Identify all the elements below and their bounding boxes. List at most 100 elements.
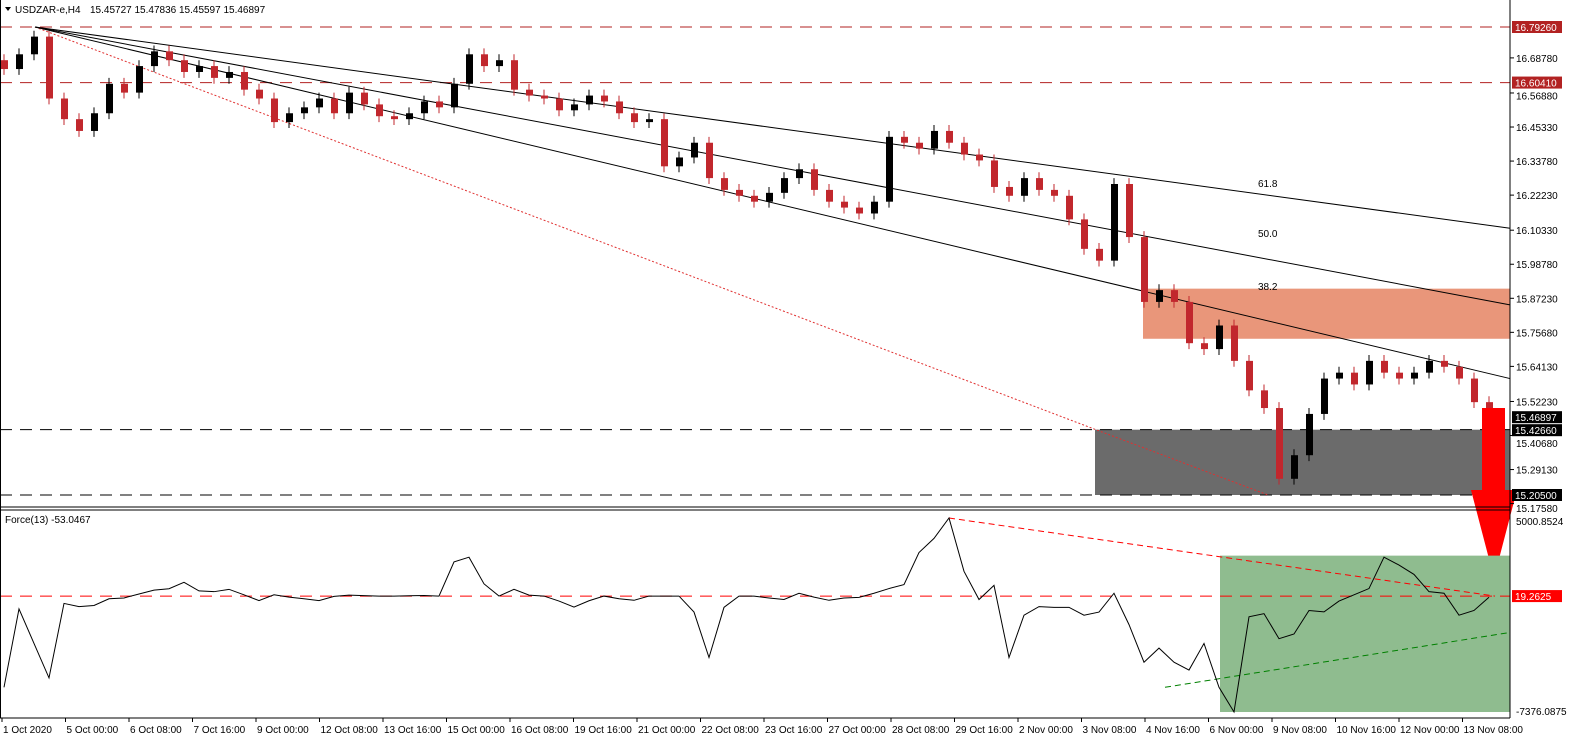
candle [991, 154, 998, 193]
candle [766, 186, 773, 208]
candle-body [1141, 237, 1148, 302]
candle [1096, 242, 1103, 267]
force-panel [0, 516, 1511, 714]
price-tick-label: 16.10330 [1516, 226, 1558, 237]
candle [1441, 354, 1448, 373]
price-tick-label: 16.68780 [1516, 54, 1558, 65]
candle [601, 89, 608, 108]
time-tick-label: 7 Oct 16:00 [194, 725, 246, 736]
candle [1216, 319, 1223, 355]
resistance-zone [1143, 288, 1510, 339]
candle-body [586, 95, 593, 105]
candle [571, 98, 578, 117]
candle [106, 77, 113, 120]
fib-fan-label: 38.2 [1258, 282, 1278, 293]
support-zone [1095, 429, 1510, 495]
fib-fan-line [34, 26, 1511, 380]
dotted-trendline [34, 26, 1269, 496]
candle-body [841, 201, 848, 208]
level-price-label: 15.42660 [1515, 426, 1557, 437]
candle-body [1321, 378, 1328, 414]
candle [616, 95, 623, 120]
candle-body [286, 113, 293, 123]
force-line [3, 516, 1490, 714]
candle-body [601, 95, 608, 102]
candle [91, 107, 98, 137]
time-tick-label: 13 Oct 16:00 [384, 725, 442, 736]
candle-body [496, 60, 503, 67]
force-min-label: -7376.0875 [1516, 707, 1567, 718]
candle-body [556, 98, 563, 111]
candle [331, 92, 338, 120]
candle [226, 66, 233, 84]
price-tick-label: 16.56880 [1516, 92, 1558, 103]
candle-body [361, 92, 368, 105]
candle-body [631, 113, 638, 123]
price-tick-label: 15.87230 [1516, 294, 1558, 305]
candle-body [1441, 360, 1448, 367]
level-price-label-bg [1512, 489, 1562, 501]
axes: 16.79260 16.68780 16.60410 16.56880 16.45330… [0, 0, 1567, 736]
candle [1411, 366, 1418, 385]
candle-body [106, 83, 113, 114]
time-tick-label: 27 Oct 00:00 [829, 725, 887, 736]
candle [61, 92, 68, 126]
candle [886, 130, 893, 208]
candle [1021, 172, 1028, 202]
candle [1, 54, 8, 75]
price-tick-label: 16.45330 [1516, 123, 1558, 134]
time-tick-label: 5 Oct 00:00 [67, 725, 119, 736]
candle-body [871, 201, 878, 214]
candle-body [1456, 366, 1463, 379]
candle [751, 189, 758, 208]
candle-body [1471, 378, 1478, 403]
candle-body [811, 169, 818, 190]
candle [166, 45, 173, 67]
candle [211, 60, 218, 84]
candle-body [481, 54, 488, 67]
time-tick-label: 19 Oct 16:00 [575, 725, 633, 736]
candle-body [526, 89, 533, 96]
candle [586, 89, 593, 111]
collapse-triangle-icon[interactable] [5, 7, 11, 11]
candle-body [1261, 390, 1268, 409]
candle [16, 48, 23, 75]
candle-body [1081, 219, 1088, 249]
candle-body [796, 169, 803, 179]
fib-fan-label: 61.8 [1258, 179, 1278, 190]
candle [1456, 360, 1463, 385]
candle [421, 95, 428, 120]
candle [481, 48, 488, 72]
candle-body [661, 119, 668, 167]
price-tick-label: 15.29130 [1516, 466, 1558, 477]
candle [736, 184, 743, 202]
candle [811, 163, 818, 196]
price-tick-label: 15.40680 [1516, 439, 1558, 450]
candle-body [886, 136, 893, 202]
candle [1366, 354, 1373, 391]
candle-body [1336, 372, 1343, 379]
candle [1186, 296, 1193, 350]
candle [706, 136, 713, 185]
candle-body [376, 104, 383, 117]
candle-body [1096, 248, 1103, 261]
force-uptrend-line [1164, 631, 1511, 688]
candle [931, 125, 938, 155]
time-tick-label: 29 Oct 16:00 [956, 725, 1014, 736]
candle [136, 60, 143, 99]
candle-body [676, 157, 683, 167]
time-tick-label: 9 Nov 08:00 [1273, 725, 1327, 736]
candle [286, 107, 293, 128]
candle-body [391, 116, 398, 120]
candle [241, 66, 248, 96]
candle [1051, 184, 1058, 202]
force-level-label-bg [1512, 590, 1562, 603]
candle-body [451, 83, 458, 108]
chart-header: USDZAR-e,H4 15.45727 15.47836 15.45597 1… [5, 5, 266, 16]
candle-body [316, 98, 323, 108]
candle [526, 83, 533, 102]
candle [631, 107, 638, 128]
candle-body [1, 60, 8, 70]
candle-body [346, 92, 353, 114]
price-tick-label: 16.22230 [1516, 191, 1558, 202]
